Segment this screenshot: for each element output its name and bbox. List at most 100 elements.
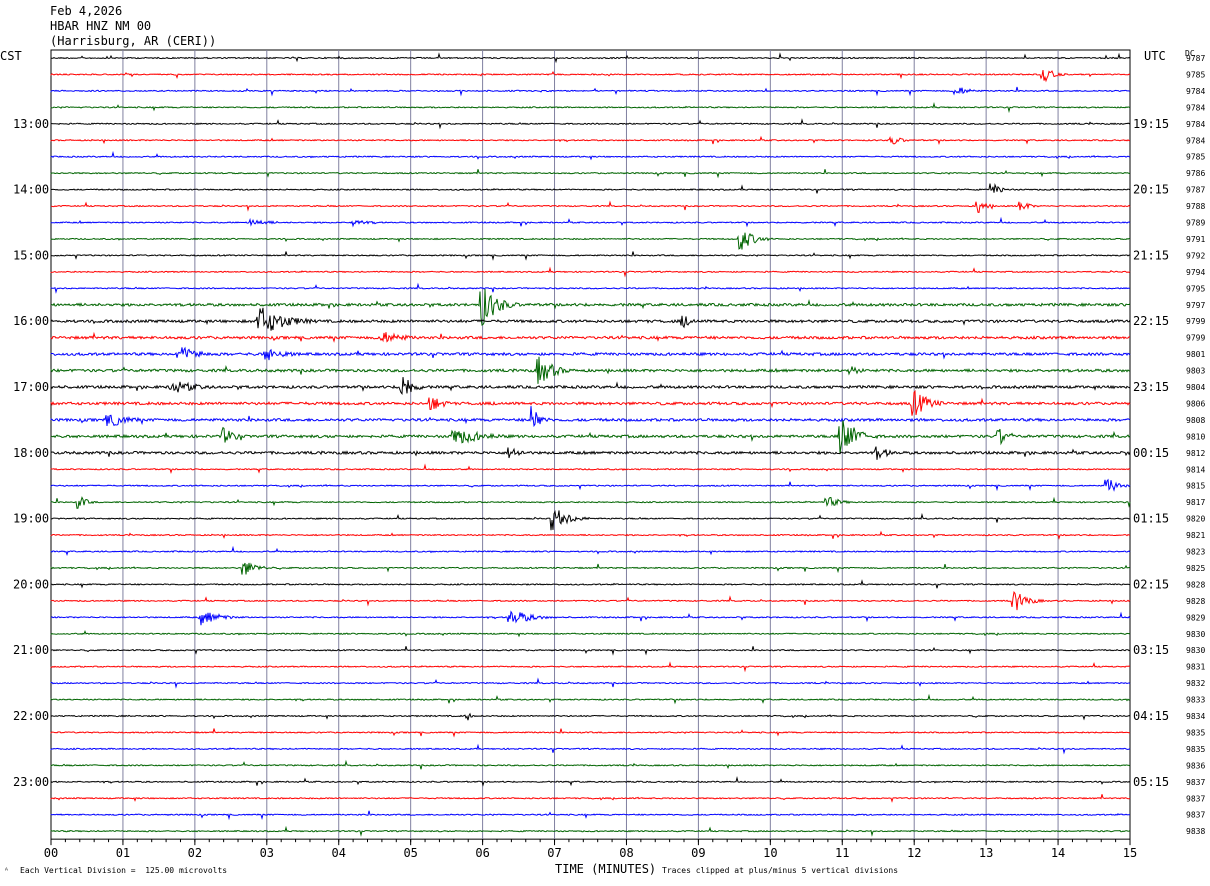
dc-offset-label: 9829 (1186, 613, 1205, 622)
right-axis-label: UTC (1144, 49, 1166, 63)
seismic-trace (50, 420, 1131, 454)
cst-time-label: 15:00 (13, 248, 49, 262)
dc-offset-label: 9837 (1186, 811, 1205, 820)
seismic-trace (50, 610, 1131, 626)
station-label: HBAR HNZ NM 00 (50, 19, 152, 33)
seismic-trace (50, 579, 1131, 589)
seismic-trace (50, 389, 1131, 416)
dc-offset-label: 9795 (1186, 284, 1205, 293)
seismic-trace (50, 743, 1131, 755)
dc-offset-label: 9804 (1186, 383, 1205, 392)
seismic-trace (50, 70, 1131, 83)
seismic-trace (50, 200, 1131, 213)
dc-offset-label: 9784 (1186, 136, 1205, 145)
seismic-trace (50, 463, 1131, 475)
dc-offset-label: 9833 (1186, 696, 1205, 705)
x-tick-label: 03 (260, 846, 274, 860)
x-tick-label: 06 (475, 846, 489, 860)
seismic-trace (50, 101, 1131, 114)
seismic-trace (50, 377, 1131, 395)
seismic-trace (50, 545, 1131, 556)
x-tick-label: 04 (332, 846, 346, 860)
seismic-trace (50, 406, 1131, 428)
cst-time-label: 17:00 (13, 380, 49, 394)
dc-offset-label: 9820 (1186, 515, 1205, 524)
x-tick-label: 15 (1123, 846, 1137, 860)
dc-offset-label: 9787 (1186, 54, 1205, 63)
seismic-trace (50, 825, 1131, 837)
x-axis-title: TIME (MINUTES) (555, 862, 657, 876)
seismic-trace (50, 150, 1131, 161)
dc-offset-label: 9799 (1186, 317, 1205, 326)
dc-offset-label: 9817 (1186, 498, 1205, 507)
date-label: Feb 4,2026 (50, 4, 123, 18)
dc-offset-label: 9828 (1186, 597, 1205, 606)
seismic-trace (50, 346, 1131, 361)
x-tick-label: 07 (547, 846, 561, 860)
dc-offset-label: 9785 (1186, 70, 1205, 79)
cst-time-label: 21:00 (13, 643, 49, 657)
utc-time-label: 05:15 (1133, 775, 1169, 789)
seismic-trace (50, 446, 1131, 460)
seismic-trace (50, 216, 1131, 228)
dc-offset-label: 9835 (1186, 728, 1205, 737)
x-tick-label: 08 (619, 846, 633, 860)
dc-offset-label: 9797 (1186, 301, 1205, 310)
seismic-trace (50, 693, 1131, 705)
utc-time-label: 03:15 (1133, 643, 1169, 657)
dc-offset-label: 9837 (1186, 794, 1205, 803)
seismic-trace (50, 478, 1131, 492)
dc-offset-label: 9814 (1186, 465, 1205, 474)
logo-mark: ᴬ (4, 866, 9, 875)
scale-note: Each Vertical Division = 125.00 microvol… (20, 866, 228, 875)
dc-offset-label: 9810 (1186, 432, 1205, 441)
dc-offset-label: 9788 (1186, 202, 1205, 211)
dc-offset-label: 9801 (1186, 350, 1205, 359)
seismic-trace (50, 307, 1131, 331)
seismic-trace (50, 52, 1131, 64)
dc-offset-label: 9835 (1186, 745, 1205, 754)
seismic-trace (50, 794, 1131, 803)
x-tick-label: 12 (907, 846, 921, 860)
dc-offset-label: 9836 (1186, 761, 1205, 770)
seismic-trace (50, 562, 1131, 575)
x-tick-label: 13 (979, 846, 993, 860)
seismic-trace (50, 712, 1131, 721)
dc-offset-label: 9823 (1186, 548, 1205, 557)
seismic-trace (50, 530, 1131, 540)
utc-time-label: 19:15 (1133, 117, 1169, 131)
seismic-trace (50, 169, 1131, 179)
seismic-trace (50, 776, 1131, 787)
seismic-trace (50, 356, 1131, 384)
cst-time-label: 20:00 (13, 577, 49, 591)
dc-offset-label: 9794 (1186, 268, 1205, 277)
cst-time-label: 13:00 (13, 117, 49, 131)
seismic-trace (50, 86, 1131, 97)
seismic-trace (50, 331, 1130, 343)
dc-offset-label: 9784 (1186, 120, 1205, 129)
dc-offset-label: 9806 (1186, 399, 1205, 408)
seismic-trace (50, 251, 1130, 261)
clip-note: Traces clipped at plus/minus 5 vertical … (662, 866, 899, 875)
seismic-trace (50, 496, 1131, 509)
location-label: (Harrisburg, AR (CERI)) (50, 34, 217, 48)
seismic-trace (50, 510, 1131, 531)
dc-offset-label: 9812 (1186, 449, 1205, 458)
dc-offset-label: 9789 (1186, 219, 1205, 228)
seismic-trace (50, 182, 1131, 194)
dc-offset-label: 9784 (1186, 103, 1205, 112)
x-tick-label: 10 (763, 846, 777, 860)
cst-time-label: 18:00 (13, 446, 49, 460)
dc-offset-label: 9830 (1186, 646, 1205, 655)
dc-offset-label: 9791 (1186, 235, 1205, 244)
x-tick-label: 00 (44, 846, 58, 860)
dc-offset-label: 9831 (1186, 663, 1205, 672)
utc-time-label: 21:15 (1133, 248, 1169, 262)
left-axis-label: CST (0, 49, 22, 63)
plot-frame (50, 49, 1131, 840)
dc-offset-label: 9837 (1186, 778, 1205, 787)
seismic-trace (50, 677, 1131, 689)
dc-offset-label: 9785 (1186, 153, 1205, 162)
x-tick-label: 11 (835, 846, 849, 860)
